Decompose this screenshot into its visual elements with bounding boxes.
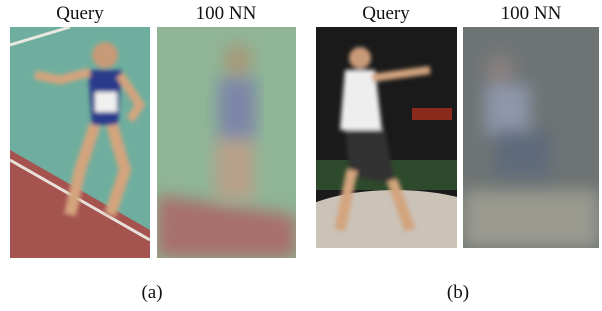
image-label: Query <box>362 3 410 24</box>
nn-image-b <box>463 27 599 248</box>
nn-image-a <box>157 27 296 258</box>
image-label: 100 NN <box>501 3 562 24</box>
panel-caption: (b) <box>447 282 469 303</box>
query-image-a <box>10 27 150 258</box>
image-label: 100 NN <box>196 3 257 24</box>
figure: Query 100 NN Query 100 NN (a) (b) <box>0 0 602 306</box>
image-label: Query <box>56 3 104 24</box>
panel-caption: (a) <box>141 282 162 303</box>
